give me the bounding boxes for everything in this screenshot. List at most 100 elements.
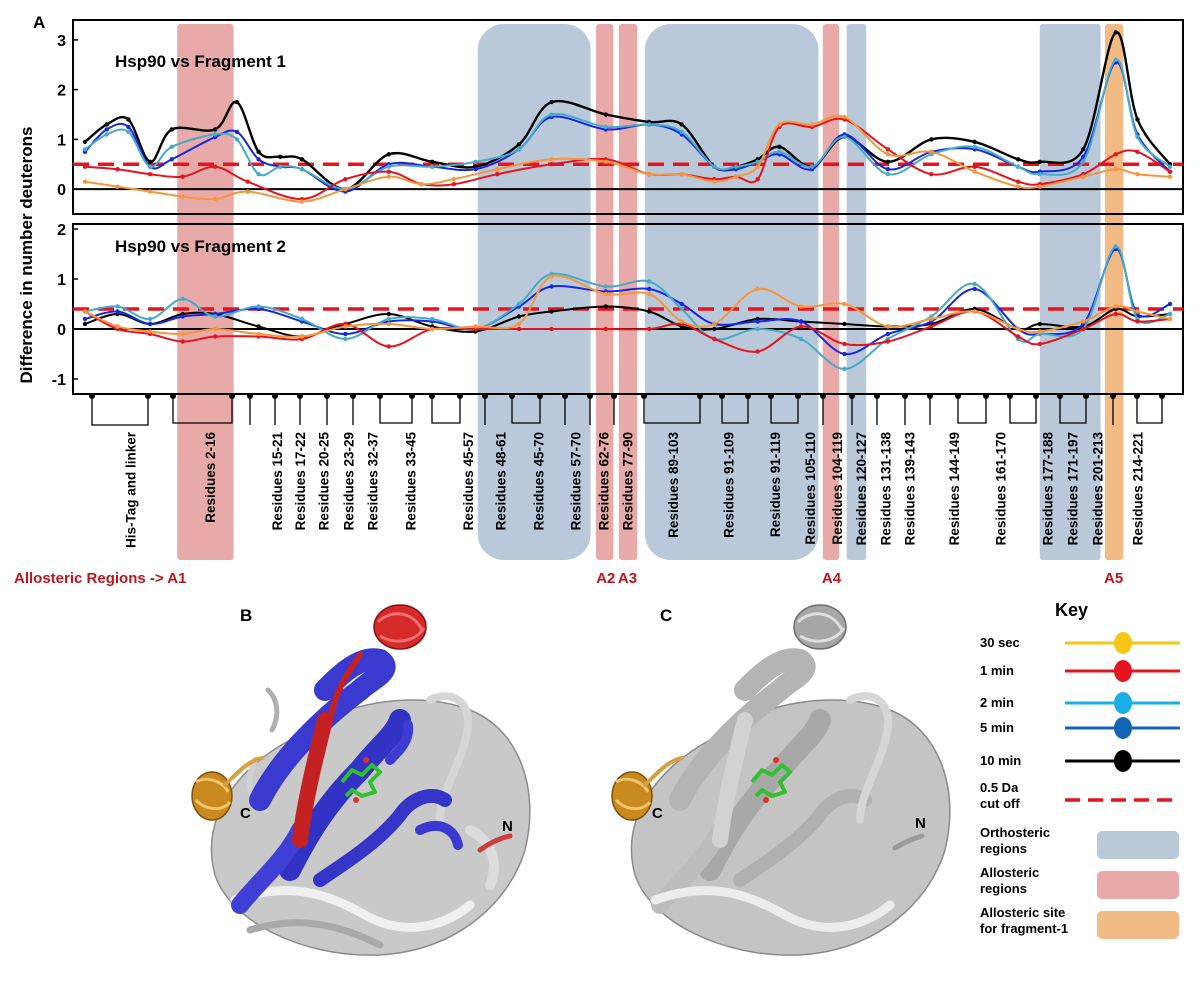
data-point [256, 149, 261, 155]
data-point [972, 139, 977, 145]
residue-label: Residues 15-21 [270, 432, 285, 531]
chart-bottom-title: Hsp90 vs Fragment 2 [115, 237, 286, 256]
data-point [679, 319, 684, 324]
region-allosteric-0 [177, 24, 234, 560]
data-point [755, 176, 760, 182]
data-point [115, 324, 120, 329]
legend-label: 0.5 Da cut off [980, 780, 1020, 811]
data-point [1037, 341, 1043, 347]
data-point [386, 169, 391, 174]
data-point [972, 281, 977, 287]
data-point [473, 324, 478, 329]
data-point [299, 199, 305, 204]
top-series-2-min [82, 57, 1173, 192]
residue-label: Residues 104-119 [830, 432, 845, 545]
data-point [180, 296, 185, 302]
data-point [929, 149, 934, 155]
data-point [798, 336, 804, 342]
data-point [234, 99, 240, 105]
legend-item-1: 1 min [980, 660, 1180, 682]
bottom-y-tick-label: 2 [57, 222, 66, 239]
data-point [299, 157, 305, 162]
legend-label: 1 min [980, 663, 1014, 678]
data-point [1081, 159, 1086, 164]
residue-label: Residues 45-57 [461, 432, 476, 530]
data-point [180, 314, 185, 319]
data-point [1135, 319, 1140, 324]
legend-item-2: 2 min [980, 692, 1180, 714]
residue-label: Residues 91-109 [721, 432, 736, 538]
data-point [647, 291, 652, 297]
data-point [603, 291, 608, 297]
allosteric-label-0: Allosteric Regions -> A1 [14, 570, 186, 587]
data-point [755, 164, 760, 169]
data-point [256, 304, 261, 309]
protein-structure-b: B N C [191, 604, 531, 956]
data-point [126, 124, 131, 130]
data-point [1113, 244, 1118, 249]
data-point [798, 319, 804, 324]
data-point [712, 336, 717, 342]
data-point [1135, 172, 1140, 177]
data-point [82, 139, 88, 145]
data-point [1015, 326, 1021, 332]
data-point [147, 316, 153, 322]
data-point [972, 286, 977, 292]
legend-marker [1114, 750, 1132, 772]
bottom-y-tick-label: 0 [57, 322, 66, 339]
region-fragment1-8 [1104, 24, 1124, 560]
data-point [647, 286, 652, 292]
data-point [755, 159, 760, 164]
data-point [213, 164, 218, 169]
data-point [647, 309, 652, 314]
allosteric-label-3: A4 [822, 570, 842, 587]
data-point [842, 114, 847, 120]
legend-marker [1114, 660, 1132, 682]
data-point [495, 172, 500, 177]
data-point [929, 324, 934, 329]
data-point [809, 122, 815, 127]
top-series-10-min [82, 30, 1173, 192]
data-point [972, 309, 977, 314]
data-point [549, 326, 554, 332]
data-point [1015, 184, 1021, 189]
data-point [777, 144, 782, 150]
data-point [842, 301, 847, 307]
data-point [972, 169, 977, 174]
data-point [126, 117, 131, 122]
data-point [1113, 304, 1118, 309]
y-axis-label: Difference in number deuterons [17, 127, 36, 384]
residue-label: Residues 45-70 [532, 432, 547, 530]
data-point [712, 326, 717, 332]
chart-fragment-1: 0 1 2 3 Hsp90 vs Fragment 1 [57, 19, 1184, 215]
top-y-ticks: 0 1 2 3 [57, 33, 78, 199]
data-point [82, 309, 88, 314]
data-point [451, 181, 457, 187]
data-point [1015, 334, 1021, 339]
data-point [82, 179, 88, 184]
data-point [603, 326, 608, 332]
data-point [82, 147, 88, 152]
data-point [1015, 164, 1021, 169]
data-point [473, 159, 478, 164]
residue-label: Residues 171-197 [1065, 432, 1080, 545]
data-point [516, 301, 522, 307]
region-allosteric-3 [618, 24, 638, 560]
legend-marker [1114, 632, 1132, 654]
data-point [1113, 167, 1118, 172]
legend-item-3: 5 min [980, 717, 1180, 739]
data-point [147, 189, 153, 194]
data-point [278, 154, 283, 159]
legend-item-7: Allosteric regions [980, 865, 1179, 899]
data-point [256, 324, 261, 329]
chart-top-title: Hsp90 vs Fragment 1 [115, 52, 286, 71]
data-point [386, 164, 391, 169]
data-point [603, 124, 608, 130]
data-point [1167, 301, 1173, 307]
bottom-y-tick-label: -1 [52, 372, 66, 389]
data-point [473, 167, 478, 172]
data-point [755, 319, 760, 324]
data-point [885, 331, 891, 337]
data-point [755, 349, 760, 354]
data-point [842, 351, 847, 357]
